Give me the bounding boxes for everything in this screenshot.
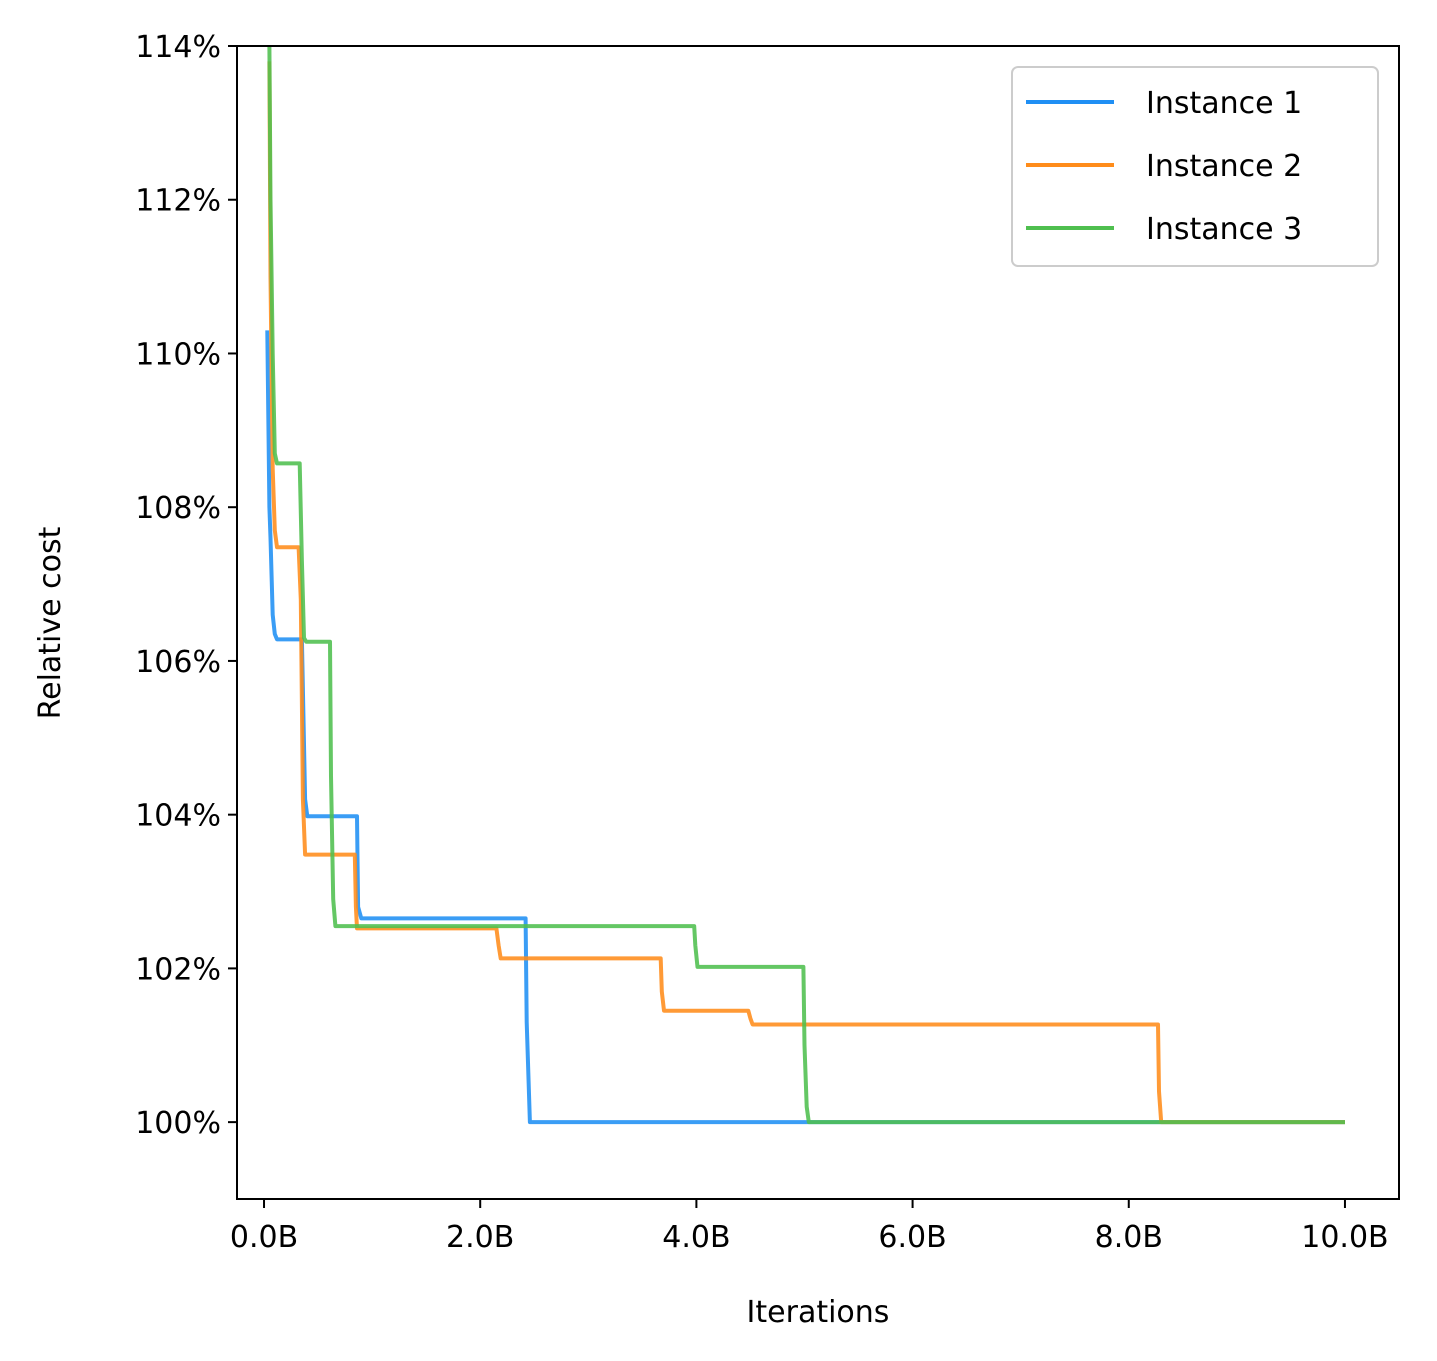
x-axis-ticks: 0.0B 2.0B 4.0B 6.0B 8.0B 10.0B xyxy=(230,1199,1389,1255)
x-tick-label: 4.0B xyxy=(662,1220,730,1255)
y-axis-ticks: 100% 102% 104% 106% 108% 110% 112% 114% xyxy=(135,30,237,1141)
legend: Instance 1 Instance 2 Instance 3 xyxy=(1011,66,1379,267)
y-tick-label: 108% xyxy=(135,491,221,526)
y-tick-label: 104% xyxy=(135,799,221,834)
x-tick-label: 6.0B xyxy=(878,1220,946,1255)
series-line-instance-2 xyxy=(267,61,1345,1125)
legend-box xyxy=(1011,66,1379,267)
x-axis-title: Iterations xyxy=(747,1295,890,1330)
x-tick-label: 2.0B xyxy=(446,1220,514,1255)
y-tick-label: 112% xyxy=(135,184,221,219)
x-tick-label: 0.0B xyxy=(230,1220,298,1255)
y-tick-label: 110% xyxy=(135,337,221,372)
x-tick-label: 10.0B xyxy=(1301,1220,1388,1255)
series-line-instance-1 xyxy=(265,330,1345,1125)
legend-label-instance-1: Instance 1 xyxy=(1146,86,1302,121)
plot-frame xyxy=(236,45,1400,1200)
legend-label-instance-3: Instance 3 xyxy=(1146,212,1302,247)
y-tick-label: 100% xyxy=(135,1106,221,1141)
y-axis-title: Relative cost xyxy=(33,526,68,719)
series-line-instance-3 xyxy=(267,46,1345,1125)
x-tick-label: 8.0B xyxy=(1095,1220,1163,1255)
series-layer xyxy=(265,46,1345,1125)
y-tick-label: 114% xyxy=(135,30,221,65)
y-tick-label: 106% xyxy=(135,645,221,680)
y-tick-label: 102% xyxy=(135,952,221,987)
legend-label-instance-2: Instance 2 xyxy=(1146,149,1302,184)
